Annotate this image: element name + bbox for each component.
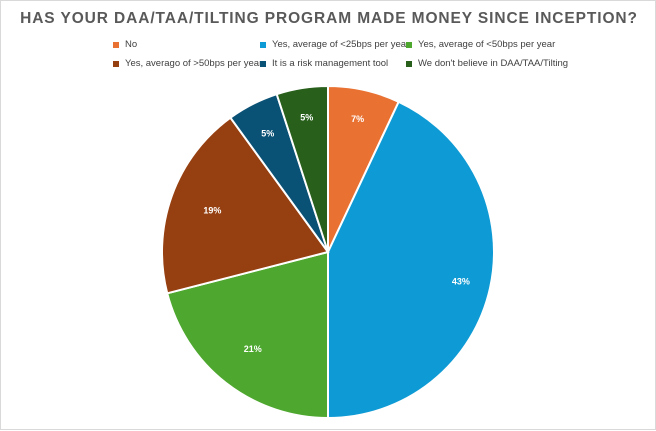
data-label-yes-averago-of-50bps-per-year: 19% — [203, 205, 221, 215]
legend-label: Yes, average of <25bps per year — [272, 39, 410, 50]
data-label-yes-average-of-50bps-per-year: 21% — [244, 344, 262, 354]
legend-swatch — [113, 60, 119, 67]
pie-slice-we-don-t-believe-in-daa-taa-tilting — [275, 84, 329, 253]
pie-slices — [161, 84, 495, 420]
legend-swatch — [113, 41, 119, 48]
legend-swatch — [260, 41, 266, 48]
data-label-it-is-a-risk-management-tool: 5% — [261, 129, 274, 139]
data-label-no: 7% — [351, 114, 364, 124]
legend-item-no: No — [113, 39, 137, 50]
pie-slice-yes-average-of-25bps-per-year — [327, 100, 495, 420]
data-label-we-don-t-believe-in-daa-taa-tilting: 5% — [300, 113, 313, 123]
legend-label: Yes, average of <50bps per year — [418, 39, 556, 50]
legend-label: It is a risk management tool — [272, 58, 389, 69]
data-label-yes-average-of-25bps-per-year: 43% — [452, 277, 470, 287]
legend-item-over-50bps: Yes, averago of >50bps per year — [113, 58, 262, 69]
legend-item-under-50bps: Yes, average of <50bps per year — [406, 39, 555, 50]
legend-swatch — [406, 60, 412, 67]
pie-slice-yes-average-of-50bps-per-year — [165, 250, 329, 420]
legend-item-risk-tool: It is a risk management tool — [260, 58, 388, 69]
legend-swatch — [260, 60, 266, 67]
legend-item-under-25bps: Yes, average of <25bps per year — [260, 39, 409, 50]
pie-labels: 7% 43% 21% 19% 5% 5% — [203, 113, 469, 355]
pie-slice-yes-averago-of-50bps-per-year — [161, 116, 330, 295]
legend-label: We don't believe in DAA/TAA/Tilting — [418, 58, 569, 69]
legend-label: No — [125, 39, 138, 50]
legend-item-dont-believe: We don't believe in DAA/TAA/Tilting — [406, 58, 568, 69]
legend-label: Yes, averago of >50bps per year — [125, 58, 263, 69]
legend-swatch — [406, 41, 412, 48]
chart-title: HAS YOUR DAA/TAA/TILTING PROGRAM MADE MO… — [20, 10, 638, 27]
